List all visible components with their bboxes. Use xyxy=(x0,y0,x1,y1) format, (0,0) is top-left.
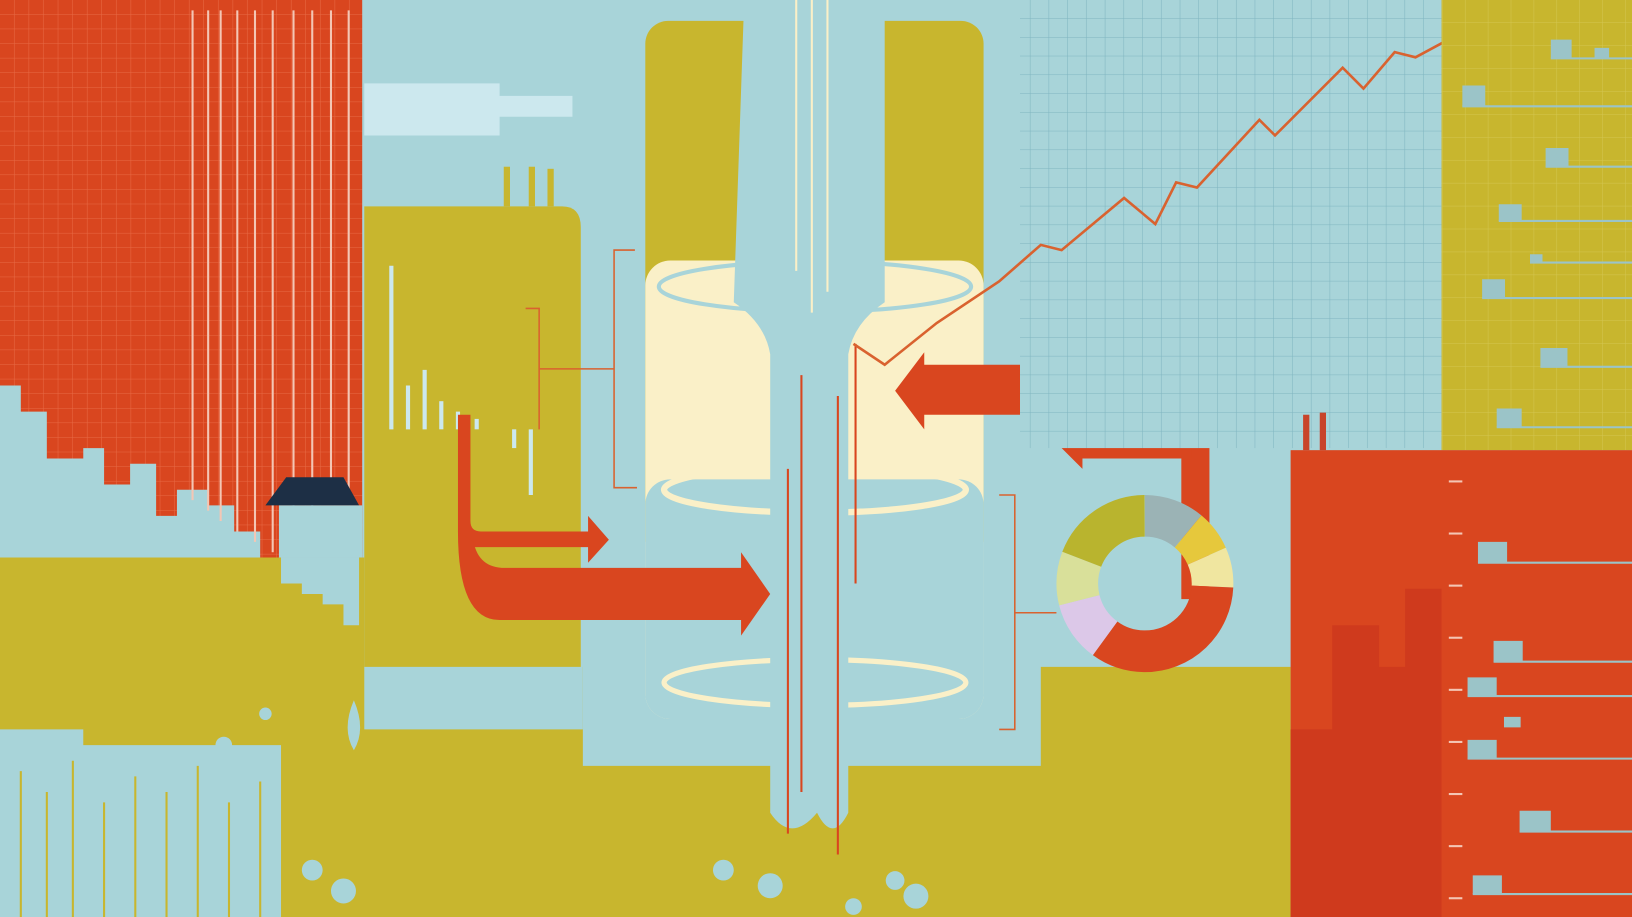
people xyxy=(1303,412,1326,451)
trend-line xyxy=(852,11,1500,367)
drip xyxy=(281,557,360,626)
arrow xyxy=(457,531,771,636)
bubble xyxy=(215,736,233,754)
bubbles xyxy=(301,859,929,915)
funnel-lines xyxy=(795,0,829,313)
olive-column xyxy=(1441,0,1632,451)
funnel-red-lines xyxy=(786,343,857,855)
house-wall xyxy=(278,505,363,558)
grid-area xyxy=(1020,0,1442,449)
ruler-ticks xyxy=(1448,480,1463,900)
drop xyxy=(347,700,361,751)
pool-lines xyxy=(19,760,262,917)
red-stripes xyxy=(191,10,350,553)
bubble xyxy=(259,707,272,721)
bracket xyxy=(525,249,637,489)
mini-axes xyxy=(1462,57,1632,429)
blue-pool xyxy=(0,729,282,917)
olive-plateau xyxy=(364,206,581,667)
funnel xyxy=(733,0,885,829)
arrow xyxy=(457,414,609,563)
mini-axes xyxy=(1467,561,1632,896)
people xyxy=(503,166,554,207)
house-roof xyxy=(265,477,360,506)
cloud xyxy=(364,83,573,136)
mini-charts xyxy=(1467,541,1551,895)
red-skyline xyxy=(1290,588,1442,917)
bracket xyxy=(999,494,1057,731)
donut xyxy=(1056,494,1234,673)
